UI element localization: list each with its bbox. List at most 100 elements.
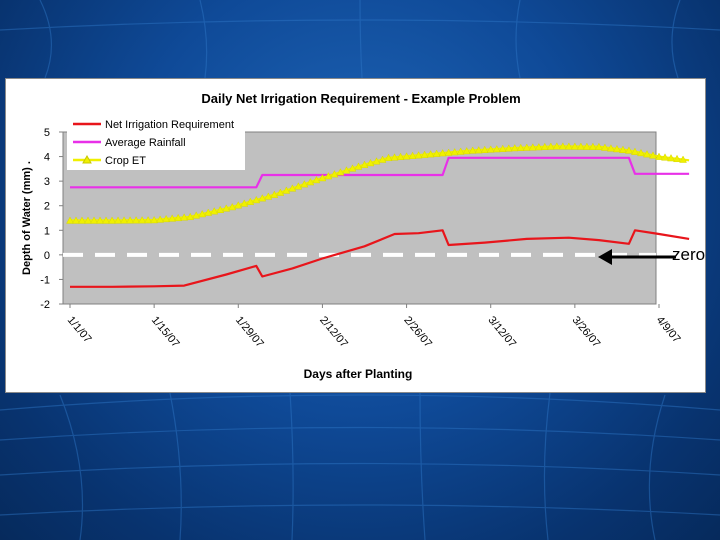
data-point xyxy=(96,216,104,224)
data-point xyxy=(432,149,441,157)
data-point xyxy=(643,150,651,158)
y-tick-label: 3 xyxy=(44,176,50,188)
data-point xyxy=(354,162,363,170)
series-line xyxy=(70,156,690,189)
x-tick-label: 2/12/07 xyxy=(317,314,350,350)
data-point xyxy=(276,188,285,196)
data-point xyxy=(234,201,243,209)
series-average-rainfall xyxy=(70,156,690,189)
data-point xyxy=(366,158,375,167)
data-point xyxy=(600,143,609,151)
data-point xyxy=(66,216,74,224)
data-point xyxy=(420,150,429,158)
data-point xyxy=(498,144,507,152)
data-point xyxy=(372,157,381,165)
data-point xyxy=(72,216,80,224)
data-point xyxy=(264,192,273,200)
data-point xyxy=(649,151,657,159)
data-point xyxy=(510,143,519,152)
data-point xyxy=(180,213,189,221)
series-crop-et xyxy=(66,142,690,224)
data-point xyxy=(330,170,339,178)
data-point xyxy=(606,144,615,152)
arrow-icon xyxy=(598,249,676,265)
data-point xyxy=(168,214,177,222)
data-point xyxy=(564,142,573,150)
data-point xyxy=(540,142,549,150)
data-point xyxy=(288,184,297,192)
data-point xyxy=(378,155,387,163)
data-point xyxy=(144,216,153,224)
x-tick-label: 3/12/07 xyxy=(485,314,518,350)
data-point xyxy=(84,216,92,224)
data-point xyxy=(156,215,165,223)
data-point xyxy=(552,142,561,150)
data-point xyxy=(492,144,501,153)
y-tick-label: 0 xyxy=(44,250,50,262)
data-point xyxy=(673,154,681,163)
data-point xyxy=(625,146,633,154)
data-point xyxy=(582,142,591,150)
data-point xyxy=(468,146,477,154)
data-point xyxy=(222,204,231,212)
data-point xyxy=(270,190,279,198)
data-point xyxy=(186,212,195,221)
irrigation-chart: Daily Net Irrigation Requirement - Examp… xyxy=(21,91,690,381)
chart-container: Daily Net Irrigation Requirement - Examp… xyxy=(5,78,706,393)
chart-title: Daily Net Irrigation Requirement - Examp… xyxy=(201,91,520,106)
data-point xyxy=(396,152,405,160)
data-point xyxy=(348,164,357,172)
data-point xyxy=(522,143,531,151)
data-point xyxy=(246,197,255,205)
data-point xyxy=(228,202,237,211)
data-point xyxy=(198,209,207,218)
x-tick-label: 1/1/07 xyxy=(65,314,94,345)
data-point xyxy=(474,146,483,154)
data-point xyxy=(336,168,345,176)
y-tick-label: -1 xyxy=(40,274,50,286)
data-point xyxy=(619,145,627,153)
data-point xyxy=(162,214,171,223)
data-point xyxy=(462,146,471,155)
series-net-irrigation-requirement xyxy=(70,229,690,288)
data-point xyxy=(631,147,639,155)
series-layer xyxy=(66,142,690,288)
data-point xyxy=(504,144,513,152)
x-tick-label: 2/26/07 xyxy=(401,314,434,350)
data-point xyxy=(126,216,135,224)
data-point xyxy=(402,152,411,160)
data-point xyxy=(576,142,585,150)
data-point xyxy=(426,150,435,158)
data-point xyxy=(204,208,213,216)
x-tick-label: 3/26/07 xyxy=(570,314,603,350)
data-point xyxy=(661,153,669,161)
data-point xyxy=(594,142,603,150)
data-point xyxy=(613,144,621,153)
data-point xyxy=(90,216,98,224)
data-point xyxy=(258,194,267,202)
x-axis-label: Days after Planting xyxy=(304,367,413,381)
data-point xyxy=(570,142,579,150)
x-tick-label: 1/15/07 xyxy=(149,314,182,350)
data-point xyxy=(486,145,495,153)
x-tick-label: 4/9/07 xyxy=(654,314,683,345)
data-point xyxy=(78,216,86,224)
data-point xyxy=(390,153,399,161)
data-point xyxy=(450,147,459,156)
data-point xyxy=(282,186,291,194)
data-point xyxy=(114,216,123,224)
data-point xyxy=(312,175,321,184)
data-point xyxy=(138,216,147,224)
data-point xyxy=(192,211,201,219)
data-point xyxy=(306,177,315,186)
data-point xyxy=(444,148,453,156)
legend-label: Crop ET xyxy=(105,155,146,167)
y-ticks: -2 -1 0 1 2 3 4 5 xyxy=(40,127,63,311)
data-point xyxy=(324,172,333,180)
data-point xyxy=(408,151,417,159)
data-point xyxy=(528,143,537,151)
y-axis-label: Depth of Water (mm) . xyxy=(21,161,33,275)
data-point xyxy=(240,199,249,207)
data-point xyxy=(667,154,675,162)
